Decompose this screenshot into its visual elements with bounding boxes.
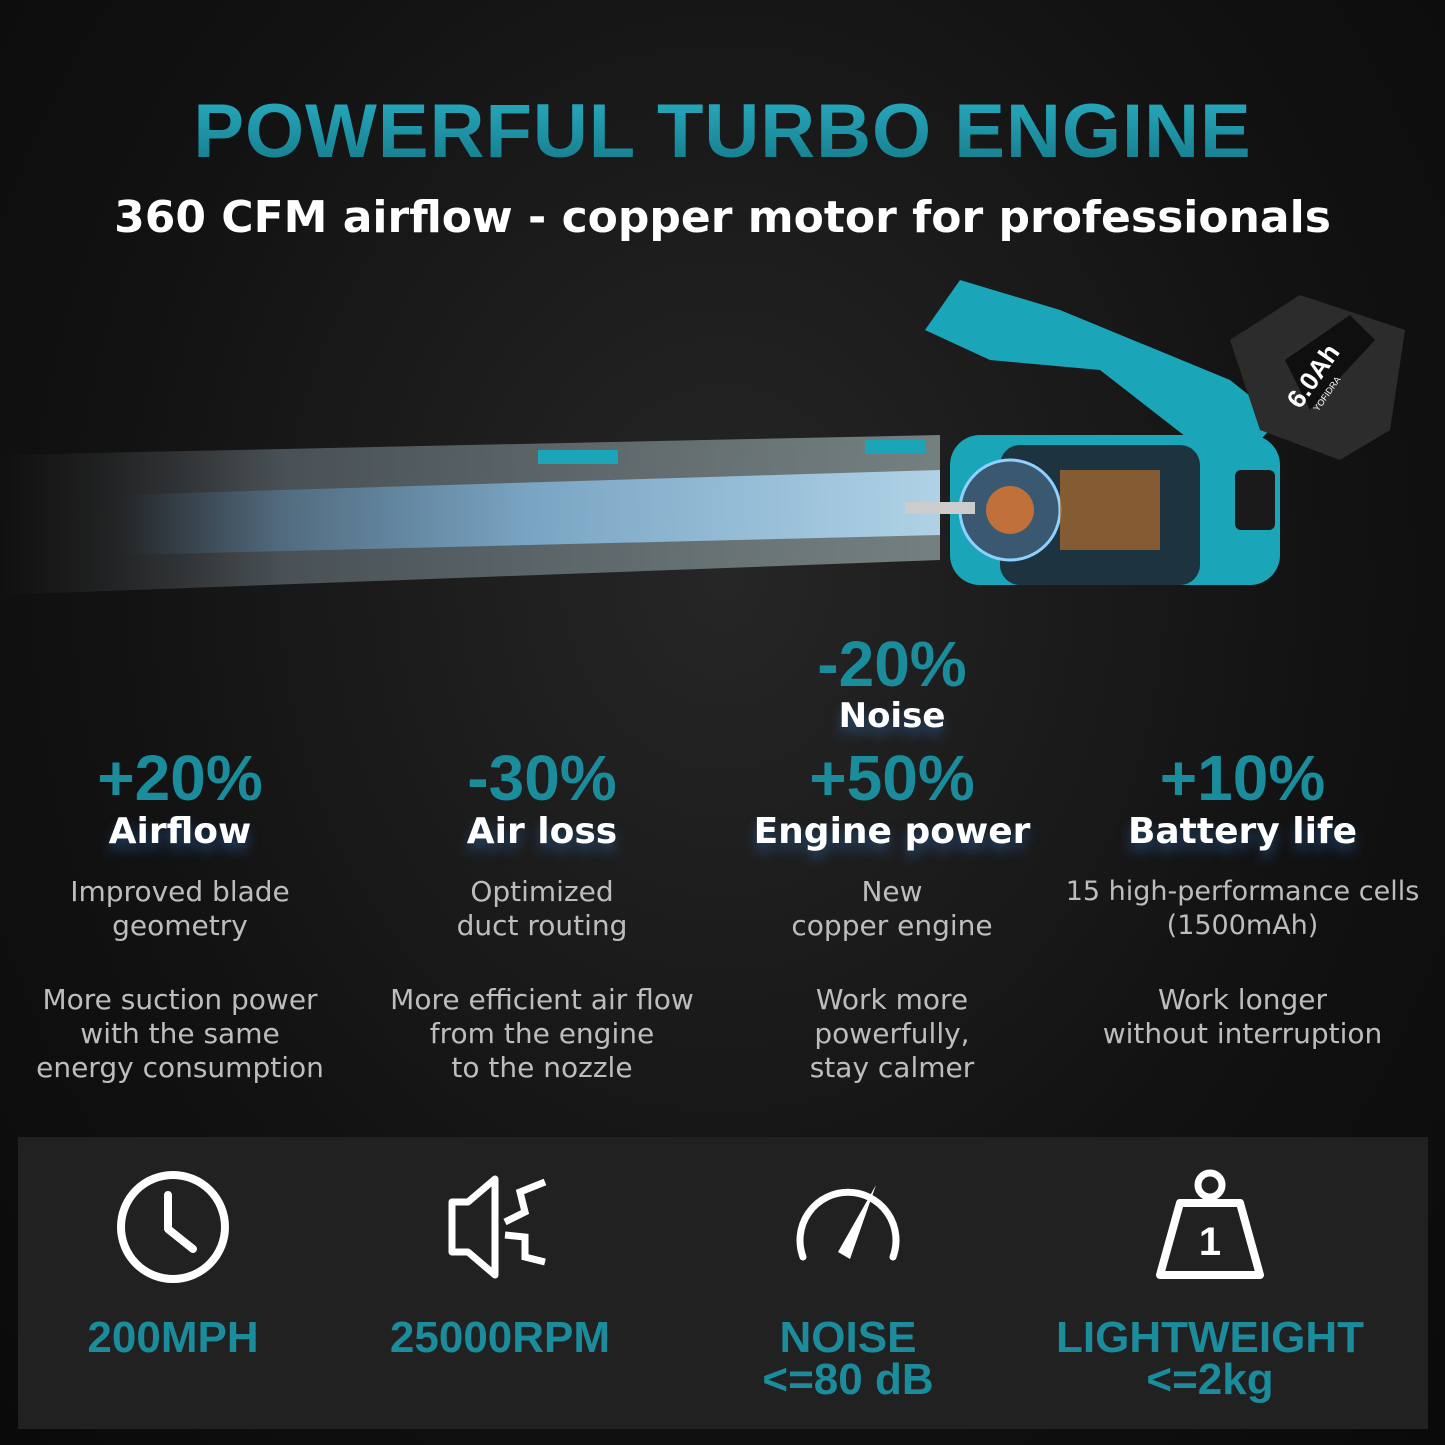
- spec-value: LIGHTWEIGHT <=2kg: [1056, 1313, 1364, 1404]
- svg-text:1: 1: [1199, 1220, 1221, 1264]
- feature-benefit: More efficient air flow from the engine to…: [390, 983, 694, 1085]
- feature-detail: Optimized duct routing: [456, 875, 628, 943]
- spec-value: NOISE <=80 dB: [762, 1313, 934, 1404]
- spec-speed: 200MPH: [3, 1137, 343, 1362]
- page-title: POWERFUL TURBO ENGINE: [0, 88, 1445, 175]
- specs-panel: 200MPH 25000RPM NOISE <=80 dB 1 LIGHTWEIG…: [18, 1137, 1428, 1429]
- feature-benefit: Work more powerfully, stay calmer: [809, 983, 975, 1085]
- feature-benefit: Work longer without interruption: [1102, 983, 1383, 1051]
- speedometer-icon: [796, 1185, 900, 1261]
- spec-value: 25000RPM: [389, 1313, 611, 1362]
- feature-detail: Improved blade geometry: [70, 875, 290, 943]
- leaf-blower-image: 6.0Ah YOFIDRA: [0, 270, 1445, 630]
- feature-label: Airflow: [108, 811, 252, 852]
- feature-label: Engine power: [753, 811, 1031, 852]
- feature-label: Battery life: [1127, 811, 1358, 852]
- feature-value: +50%: [809, 742, 975, 814]
- speaker-icon: [448, 1175, 547, 1279]
- feature-label: Noise: [838, 696, 946, 736]
- feature-detail: 15 high-performance cells (1500mAh): [1065, 876, 1420, 942]
- feature-detail: New copper engine: [791, 875, 993, 943]
- weight-icon: 1: [1156, 1169, 1264, 1279]
- page-subtitle: 360 CFM airflow - copper motor for profe…: [114, 192, 1331, 243]
- feature-airflow: +20% Airflow Improved blade geometry More…: [10, 746, 350, 1085]
- feature-air-loss: -30% Air loss Optimized duct routing More…: [362, 746, 722, 1085]
- spec-value: 200MPH: [87, 1313, 259, 1362]
- feature-benefit: More suction power with the same energy co…: [36, 983, 324, 1085]
- feature-noise: -20% Noise: [742, 632, 1042, 737]
- feature-value: +20%: [97, 742, 263, 814]
- feature-battery-life: +10% Battery life 15 high-performance ce…: [1040, 746, 1445, 1051]
- spec-noise: NOISE <=80 dB: [678, 1137, 1018, 1404]
- feature-value: +10%: [1159, 742, 1326, 814]
- feature-value: -20%: [817, 628, 967, 700]
- clock-icon: [117, 1171, 229, 1283]
- feature-label: Air loss: [466, 811, 618, 852]
- feature-engine-power: +50% Engine power New copper engine Work …: [732, 746, 1052, 1085]
- spec-weight: 1 LIGHTWEIGHT <=2kg: [1040, 1137, 1380, 1404]
- feature-value: -30%: [467, 742, 617, 814]
- spec-rpm: 25000RPM: [330, 1137, 670, 1362]
